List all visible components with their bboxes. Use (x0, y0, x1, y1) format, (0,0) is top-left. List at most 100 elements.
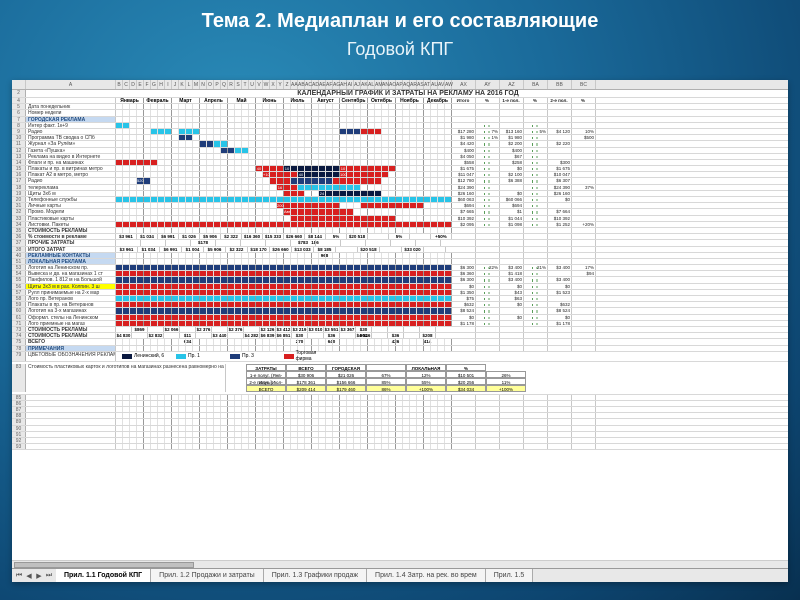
gantt-cell (438, 141, 445, 146)
gantt-cell (410, 315, 417, 320)
gantt-cell (340, 191, 347, 196)
gantt-cell (137, 277, 144, 282)
gantt-cell (326, 178, 333, 183)
gantt-cell (312, 129, 319, 134)
gantt-cell (137, 160, 144, 165)
gantt-cell (319, 123, 326, 128)
sheet-tab[interactable]: Прил. 1.4 Затр. на рек. во врем (367, 569, 486, 583)
stat-cell: $2 220 (548, 141, 572, 146)
gantt-cell (298, 135, 305, 140)
gantt-cell (277, 277, 284, 282)
gantt-cell (333, 166, 340, 171)
stat-cell (548, 123, 572, 128)
gantt-cell (277, 123, 284, 128)
total-cell (141, 240, 166, 245)
row-label: Номер недели (26, 110, 116, 115)
gantt-cell (403, 191, 410, 196)
total-cell: $2 376 (228, 327, 244, 332)
gantt-cell (305, 203, 312, 208)
stat-cell: $500 (572, 135, 596, 140)
gantt-cell (354, 308, 361, 313)
gantt-cell (284, 290, 291, 295)
gantt-cell (277, 172, 284, 177)
gantt-cell (242, 123, 249, 128)
gantt-cell (368, 315, 375, 320)
stat-cell: $2 095 (452, 222, 476, 227)
sheet-tab[interactable]: Прил. 1.1 Годовой КПГ (56, 569, 151, 583)
row-label: Щиты 3х6 м (26, 191, 116, 196)
gantt-cell (424, 191, 431, 196)
gantt-cell (389, 321, 396, 326)
row-label: ГОРОДСКАЯ РЕКЛАМА (26, 117, 116, 122)
gantt-cell (431, 148, 438, 153)
stat-cell (524, 209, 548, 214)
gantt-cell (256, 216, 263, 221)
sheet-tab[interactable]: Прил. 1.5 (486, 569, 534, 583)
gantt-cell (361, 123, 368, 128)
tab-prev-icon[interactable]: ◀ (24, 571, 34, 581)
grid[interactable]: 2КАЛЕНДАРНЫЙ ГРАФИК И ЗАТРАТЫ НА РЕКЛАМУ… (12, 90, 788, 560)
gantt-cell (158, 129, 165, 134)
gantt-cell (431, 197, 438, 202)
gantt-cell (368, 321, 375, 326)
gantt-cell (151, 271, 158, 276)
gantt-cell (333, 315, 340, 320)
gantt-cell (354, 265, 361, 270)
gantt-cell (172, 296, 179, 301)
gantt-cell (193, 135, 200, 140)
tab-first-icon[interactable]: ⏮ (14, 571, 24, 581)
gantt-cell (438, 284, 445, 289)
gantt-cell (417, 203, 424, 208)
gantt-cell (361, 284, 368, 289)
gantt-cell (424, 209, 431, 214)
total-cell: $6 991 (160, 247, 182, 252)
gantt-cell (291, 178, 298, 183)
horizontal-scrollbar[interactable] (12, 560, 788, 568)
gantt-cell (256, 191, 263, 196)
stat-cell: $94 (572, 271, 596, 276)
gantt-cell (249, 160, 256, 165)
gantt-cell (228, 265, 235, 270)
gantt-cell (207, 197, 214, 202)
gantt-cell (137, 129, 144, 134)
gantt-cell (151, 284, 158, 289)
tab-last-icon[interactable]: ⏭ (44, 571, 54, 581)
gantt-cell (340, 290, 347, 295)
gantt-cell (172, 216, 179, 221)
gantt-cell (326, 271, 333, 276)
stat-cell: $1 178 (548, 321, 572, 326)
sheet-tab[interactable]: Прил. 1.3 Графики продаж (264, 569, 367, 583)
gantt-cell (417, 277, 424, 282)
gantt-cell (347, 209, 354, 214)
gantt-cell (389, 172, 396, 177)
gantt-cell (431, 178, 438, 183)
scroll-thumb[interactable] (14, 562, 194, 568)
gantt-cell (368, 166, 375, 171)
sheet-tab[interactable]: Прил. 1.2 Продажи и затраты (151, 569, 264, 583)
stat-cell: $75 (452, 296, 476, 301)
gantt-cell (389, 290, 396, 295)
gantt-cell (179, 191, 186, 196)
gantt-cell (347, 148, 354, 153)
gantt-cell (298, 185, 305, 190)
total-cell (391, 240, 416, 245)
gantt-cell (410, 321, 417, 326)
tab-next-icon[interactable]: ▶ (34, 571, 44, 581)
summary-cell: $178 361 (286, 378, 326, 385)
gantt-cell (228, 141, 235, 146)
gantt-cell (333, 172, 340, 177)
gantt-cell (214, 154, 221, 159)
gantt-cell (298, 203, 305, 208)
gantt-cell (403, 148, 410, 153)
gantt-cell (235, 166, 242, 171)
gantt-cell (375, 216, 382, 221)
gantt-cell (361, 302, 368, 307)
gantt-cell (165, 148, 172, 153)
gantt-cell (172, 284, 179, 289)
gantt-cell (403, 216, 410, 221)
gantt-cell (151, 296, 158, 301)
gantt-cell (249, 172, 256, 177)
total-cell: 5% (389, 234, 410, 239)
gantt-cell (200, 209, 207, 214)
gantt-cell (158, 216, 165, 221)
